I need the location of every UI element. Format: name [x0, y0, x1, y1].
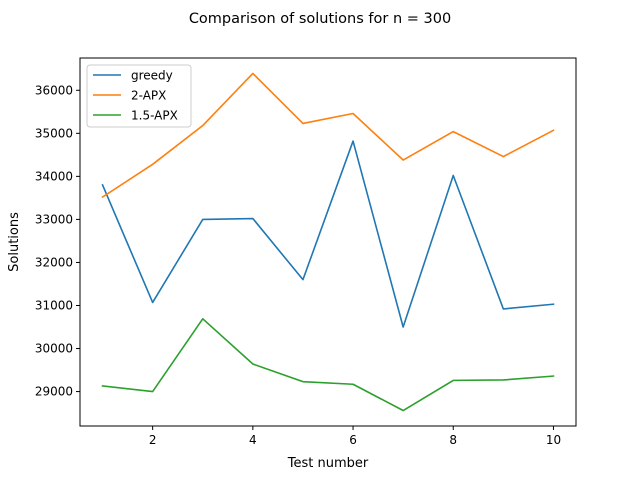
- x-tick-label: 10: [546, 433, 561, 447]
- legend-label: 2-APX: [131, 89, 166, 103]
- plot-frame: [79, 57, 577, 427]
- legend-label: greedy: [131, 69, 173, 83]
- x-tick-label: 6: [349, 433, 357, 447]
- y-tick-label: 34000: [35, 169, 73, 183]
- legend: greedy 2-APX 1.5-APX: [86, 64, 192, 128]
- x-tick-label: 2: [149, 433, 157, 447]
- y-tick-label: 31000: [35, 298, 73, 312]
- x-axis-label: Test number: [287, 456, 369, 471]
- series-line-1-5-apx: [101, 318, 555, 412]
- series-layer: [101, 72, 555, 412]
- x-tick-label: 8: [449, 433, 457, 447]
- series-line-greedy: [101, 140, 555, 328]
- y-tick-label: 33000: [35, 212, 73, 226]
- y-tick-label: 35000: [35, 126, 73, 140]
- chart-title: Comparison of solutions for n = 300: [189, 11, 451, 27]
- series-line-2-apx: [101, 72, 555, 199]
- ticks-layer: 2 4 6 8 10 29000 30000 31000 32000 33000 34000 3500…: [35, 83, 561, 447]
- legend-box: [86, 64, 192, 128]
- y-tick-label: 32000: [35, 255, 73, 269]
- y-tick-label: 36000: [35, 83, 73, 97]
- y-tick-label: 29000: [35, 385, 73, 399]
- x-tick-label: 4: [249, 433, 257, 447]
- y-axis-label: Solutions: [7, 212, 22, 272]
- y-tick-label: 30000: [35, 342, 73, 356]
- legend-label: 1.5-APX: [131, 109, 178, 123]
- legend-entries: greedy 2-APX 1.5-APX: [93, 69, 178, 123]
